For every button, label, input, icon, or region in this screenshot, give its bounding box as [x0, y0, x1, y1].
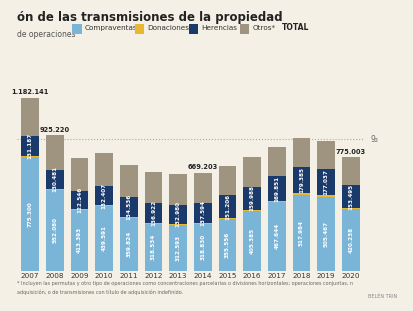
Bar [242, 157, 260, 187]
Text: 420.238: 420.238 [347, 227, 352, 253]
Text: 169.851: 169.851 [273, 175, 279, 202]
Text: 359.824: 359.824 [126, 231, 131, 257]
Text: 318.830: 318.830 [200, 234, 205, 260]
Bar [46, 169, 64, 188]
Text: Otros*: Otros* [252, 25, 275, 31]
Text: Herencias: Herencias [201, 25, 237, 31]
Bar [341, 157, 359, 185]
Bar [242, 210, 260, 211]
Text: 130.481: 130.481 [52, 166, 57, 192]
Bar [70, 158, 88, 191]
Text: 9₂: 9₂ [370, 135, 377, 144]
Bar [316, 169, 334, 195]
Bar [169, 224, 187, 225]
Text: 439.591: 439.591 [101, 225, 107, 252]
Bar [193, 203, 211, 223]
Text: 517.984: 517.984 [298, 220, 303, 246]
Text: adquisición, o de transmisiones con título de adquisición indefinido.: adquisición, o de transmisiones con títu… [17, 290, 182, 295]
Text: 151.206: 151.206 [224, 193, 229, 220]
Bar [218, 195, 236, 217]
Bar [169, 174, 187, 205]
Bar [144, 203, 162, 223]
Text: BELÉN TRIN: BELÉN TRIN [367, 294, 396, 299]
Text: 775.003: 775.003 [335, 149, 365, 155]
Text: 413.393: 413.393 [77, 227, 82, 253]
Bar [267, 147, 285, 176]
Bar [46, 188, 64, 190]
Bar [292, 138, 310, 167]
Text: TOTAL: TOTAL [281, 24, 309, 32]
Text: ón de las transmisiones de la propiedad: ón de las transmisiones de la propiedad [17, 11, 282, 24]
Bar [21, 98, 39, 137]
Bar [95, 205, 113, 207]
Text: 318.534: 318.534 [151, 234, 156, 260]
Bar [292, 167, 310, 193]
Bar [292, 193, 310, 195]
Bar [70, 191, 88, 209]
Text: 467.644: 467.644 [273, 223, 279, 249]
Bar [120, 218, 138, 271]
Bar [242, 187, 260, 210]
Bar [46, 135, 64, 169]
Bar [95, 186, 113, 205]
Text: 1.182.141: 1.182.141 [12, 89, 49, 95]
Bar [95, 207, 113, 271]
Bar [218, 166, 236, 195]
Text: 136.922: 136.922 [151, 200, 156, 226]
Bar [267, 201, 285, 202]
Bar [21, 157, 39, 271]
Bar [120, 165, 138, 197]
Bar [267, 202, 285, 271]
Bar [218, 219, 236, 271]
Text: 179.385: 179.385 [298, 167, 303, 193]
Bar [144, 223, 162, 224]
Bar [193, 224, 211, 271]
Bar [169, 205, 187, 224]
Text: 177.037: 177.037 [323, 169, 328, 195]
Bar [218, 217, 236, 219]
Bar [144, 172, 162, 203]
Bar [169, 225, 187, 271]
Text: 122.546: 122.546 [77, 187, 82, 213]
Text: 505.467: 505.467 [323, 220, 328, 247]
Text: * Incluyen las permutas y otro tipo de operaciones como concentraciones parcelar: * Incluyen las permutas y otro tipo de o… [17, 281, 352, 286]
Bar [341, 208, 359, 209]
Bar [316, 195, 334, 197]
Bar [21, 137, 39, 156]
Text: 132.407: 132.407 [101, 183, 107, 208]
Text: 131.187: 131.187 [28, 133, 33, 159]
Bar [144, 224, 162, 271]
Bar [316, 141, 334, 169]
Text: 405.385: 405.385 [249, 228, 254, 254]
Text: 355.556: 355.556 [224, 231, 229, 258]
Text: 552.080: 552.080 [52, 217, 57, 243]
Text: 132.980: 132.980 [175, 201, 180, 227]
Bar [46, 190, 64, 271]
Bar [341, 209, 359, 271]
Text: 153.495: 153.495 [347, 183, 352, 210]
Bar [120, 197, 138, 217]
Text: 137.594: 137.594 [200, 200, 205, 226]
Text: 925.220: 925.220 [40, 127, 70, 133]
Bar [267, 176, 285, 201]
Bar [120, 217, 138, 218]
Bar [292, 195, 310, 271]
Text: 669.203: 669.203 [187, 164, 217, 170]
Text: 134.536: 134.536 [126, 194, 131, 220]
Bar [95, 153, 113, 186]
Bar [341, 185, 359, 208]
Bar [193, 223, 211, 224]
Bar [21, 156, 39, 157]
Bar [70, 210, 88, 271]
Text: 775.300: 775.300 [28, 201, 33, 227]
Text: Donaciones: Donaciones [147, 25, 188, 31]
Bar [242, 211, 260, 271]
Text: 312.593: 312.593 [175, 235, 180, 261]
Bar [70, 209, 88, 210]
Text: Compraventas: Compraventas [85, 25, 137, 31]
Bar [193, 173, 211, 203]
Text: de operaciones: de operaciones [17, 30, 75, 39]
Text: 159.988: 159.988 [249, 185, 254, 211]
Bar [316, 197, 334, 271]
